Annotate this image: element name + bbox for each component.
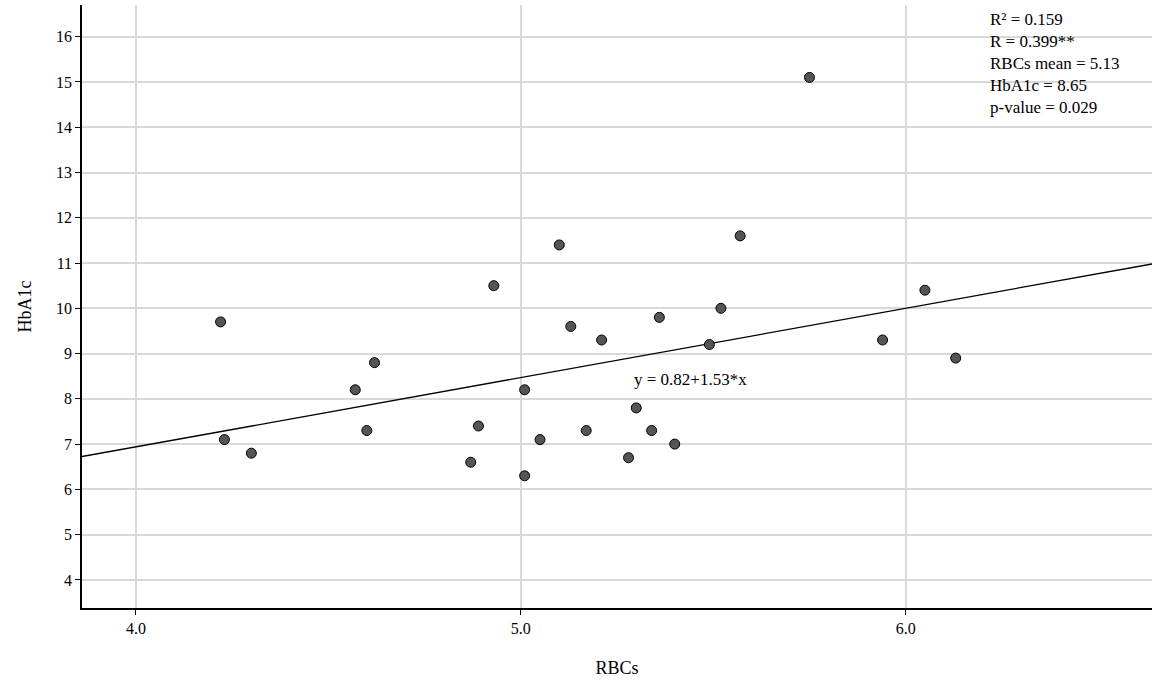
svg-text:7: 7 (64, 436, 72, 453)
svg-text:4: 4 (64, 572, 72, 589)
svg-text:10: 10 (56, 300, 72, 317)
svg-text:5.0: 5.0 (511, 620, 531, 637)
svg-text:8: 8 (64, 390, 72, 407)
svg-text:16: 16 (56, 28, 72, 45)
svg-text:13: 13 (56, 164, 72, 181)
svg-text:14: 14 (56, 119, 72, 136)
svg-text:RBCs: RBCs (595, 658, 638, 678)
svg-text:y = 0.82+1.53*x: y = 0.82+1.53*x (634, 370, 747, 389)
svg-text:HbA1c: HbA1c (15, 281, 35, 333)
svg-text:6.0: 6.0 (896, 620, 916, 637)
svg-text:6: 6 (64, 481, 72, 498)
svg-text:R² = 0.159R = 0.399**RBCs mean: R² = 0.159R = 0.399**RBCs mean = 5.13HbA… (990, 10, 1120, 117)
svg-text:9: 9 (64, 345, 72, 362)
svg-text:4.0: 4.0 (126, 620, 146, 637)
svg-text:11: 11 (57, 255, 72, 272)
svg-text:5: 5 (64, 526, 72, 543)
svg-text:15: 15 (56, 74, 72, 91)
svg-text:12: 12 (56, 209, 72, 226)
